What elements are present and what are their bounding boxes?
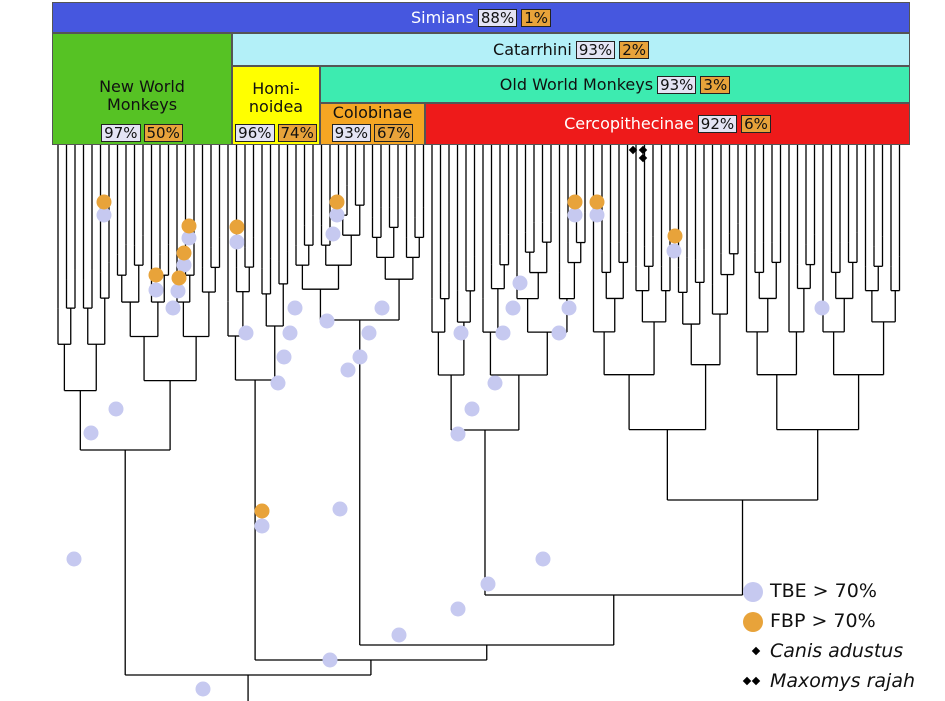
tbe-dot [282,325,298,341]
clade-name: Catarrhini [493,39,572,59]
tbe-dot [329,207,345,223]
tbe-dot [589,207,605,223]
tbe-dot [814,300,830,316]
fbp-badge: 67% [374,124,414,142]
clade-simians: Simians 88% 1% [52,2,910,33]
tbe-badge: 97% [101,124,141,142]
tbe-dot [340,362,356,378]
legend-fbp: FBP > 70% [770,610,876,632]
fbp-dot [96,194,112,210]
tbe-dot [229,234,245,250]
tbe-dot [170,283,186,299]
clade-name: Old World Monkeys [499,74,654,94]
tbe-dot [464,401,480,417]
fbp-dot [667,228,683,244]
tbe-dot [535,551,551,567]
clade-name: Simians [410,7,474,27]
tbe-dot [512,275,528,291]
tbe-dot [332,501,348,517]
tbe-dot [361,325,377,341]
fbp-dot [254,503,270,519]
tbe-dot [666,243,682,259]
clade-cercopithecinae: Cercopithecinae 92% 6% [425,103,910,145]
fbp-badge: 50% [143,124,183,142]
tbe-dot [453,325,469,341]
fbp-dot [171,270,187,286]
clade-hominoidea: Homi- noidea 96% 74% [232,66,320,145]
tbe-dot [108,401,124,417]
fbp-badge: 6% [741,115,771,133]
tbe-dot [450,426,466,442]
tbe-dot [66,551,82,567]
tbe-dot [322,652,338,668]
tbe-dot [287,300,303,316]
tbe-dot [165,300,181,316]
badges: 97% 50% [101,124,183,142]
fbp-dot [589,194,605,210]
tbe-badge: 93% [657,75,697,94]
tbe-dot [495,325,511,341]
clade-catarrhini: Catarrhini 93% 2% [232,33,910,66]
clade-name: Colobinae [332,103,413,122]
fbp-badge: 1% [521,8,552,27]
tbe-dot [551,325,567,341]
clade-colobinae: Colobinae 93% 67% [320,103,425,145]
legend-tbe: TBE > 70% [770,580,877,602]
tbe-dot [487,375,503,391]
clade-name: Cercopithecinae [564,114,694,133]
tbe-dot [325,226,341,242]
fbp-dot [567,194,583,210]
clade-name: New World Monkeys [99,77,185,114]
clade-old-world-monkeys: Old World Monkeys 93% 3% [320,66,910,103]
tbe-badge: 93% [331,124,371,142]
tbe-dot [505,300,521,316]
legend-canis: Canis adustus [770,640,904,662]
fbp-badge: 3% [700,75,731,94]
tbe-dot [450,601,466,617]
fbp-badge: 2% [619,40,649,59]
tbe-dot [254,518,270,534]
tbe-dot [391,627,407,643]
fbp-dot [181,218,197,234]
tbe-dot [567,207,583,223]
tbe-dot [96,207,112,223]
tbe-dot [195,681,211,697]
clade-name: Homi- noidea [248,79,304,116]
tbe-dot [480,576,496,592]
tbe-dot [374,300,390,316]
fbp-dot [148,267,164,283]
badges: 93% 67% [331,124,414,142]
fbp-dot [229,219,245,235]
tbe-dot [181,230,197,246]
tbe-dot [238,325,254,341]
fbp-dot [176,245,192,261]
tbe-dot [270,375,286,391]
tbe-badge: 92% [697,115,738,133]
tbe-badge: 93% [575,40,616,59]
legend-maxomys: Maxomys rajah [770,670,916,692]
tbe-dot [83,425,99,441]
tbe-dot [276,349,292,365]
fbp-badge: 74% [277,124,317,142]
tbe-dot [319,313,335,329]
badges: 96% 74% [235,124,317,142]
tbe-dot [352,349,368,365]
tbe-dot [561,300,577,316]
tbe-dot [148,282,164,298]
fbp-dot [329,194,345,210]
tbe-dot [176,257,192,273]
clade-new-world-monkeys: New World Monkeys 97% 50% [52,33,232,145]
tbe-badge: 96% [235,124,275,142]
tbe-badge: 88% [477,8,518,27]
